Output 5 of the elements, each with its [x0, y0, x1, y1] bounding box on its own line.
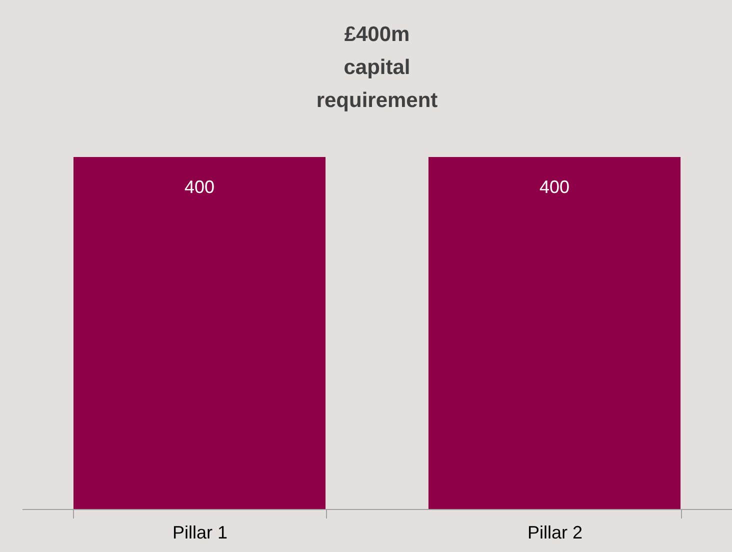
data-label: 400	[539, 177, 570, 197]
data-label: 400	[184, 177, 215, 197]
chart-title: £400m capital requirement	[316, 23, 438, 112]
x-tick-label: Pillar 1	[172, 522, 228, 542]
x-tick-label: Pillar 2	[527, 522, 583, 542]
